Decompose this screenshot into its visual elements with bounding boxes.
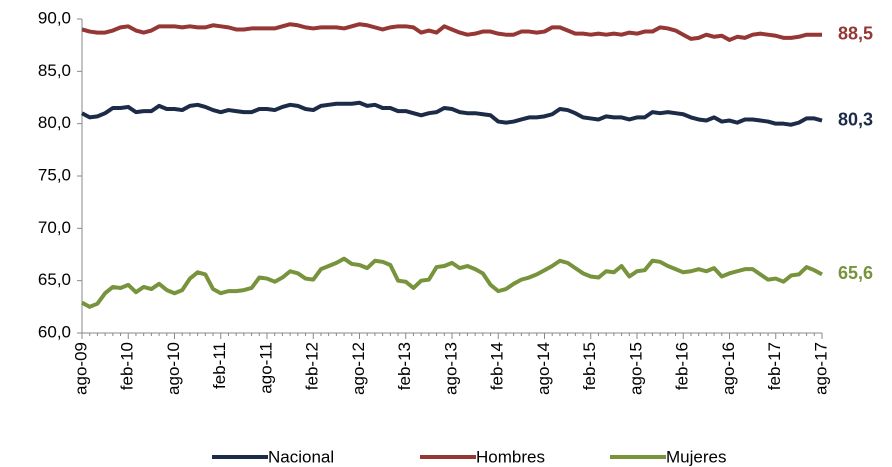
x-tick-label: feb-10 [118,342,137,390]
x-tick-label: ago-11 [256,342,275,394]
legend-label: Mujeres [666,447,726,466]
x-tick-label: feb-15 [580,342,599,390]
x-tick-label: feb-14 [488,342,507,390]
series-line [81,100,823,127]
x-tick-label: ago-14 [534,342,553,395]
y-tick-label: 70,0 [38,218,71,237]
end-label: 88,5 [838,23,873,43]
series-line [81,22,822,42]
x-tick-label: feb-11 [210,342,229,389]
x-tick-label: feb-17 [765,342,784,390]
series-line [81,256,823,309]
x-tick-label: ago-17 [811,342,830,395]
y-tick-label: 85,0 [38,61,71,80]
x-tick-label: ago-10 [164,342,183,395]
x-tick-label: ago-15 [626,342,645,395]
legend-label: Hombres [476,447,545,466]
x-tick-label: ago-12 [349,342,368,395]
y-tick-label: 65,0 [38,270,71,289]
y-tick-label: 60,0 [38,322,71,341]
y-tick-label: 90,0 [38,8,71,27]
x-tick-label: feb-16 [673,342,692,390]
x-tick-label: ago-16 [719,342,738,395]
y-tick-label: 80,0 [38,113,71,132]
x-tick-label: feb-12 [303,342,322,390]
end-label: 65,6 [838,263,873,283]
y-tick-label: 75,0 [38,165,71,184]
x-tick-label: feb-13 [395,342,414,390]
end-label: 80,3 [838,109,873,129]
x-tick-label: ago-09 [71,342,90,395]
x-tick-label: ago-13 [441,342,460,395]
legend-label: Nacional [268,447,334,466]
